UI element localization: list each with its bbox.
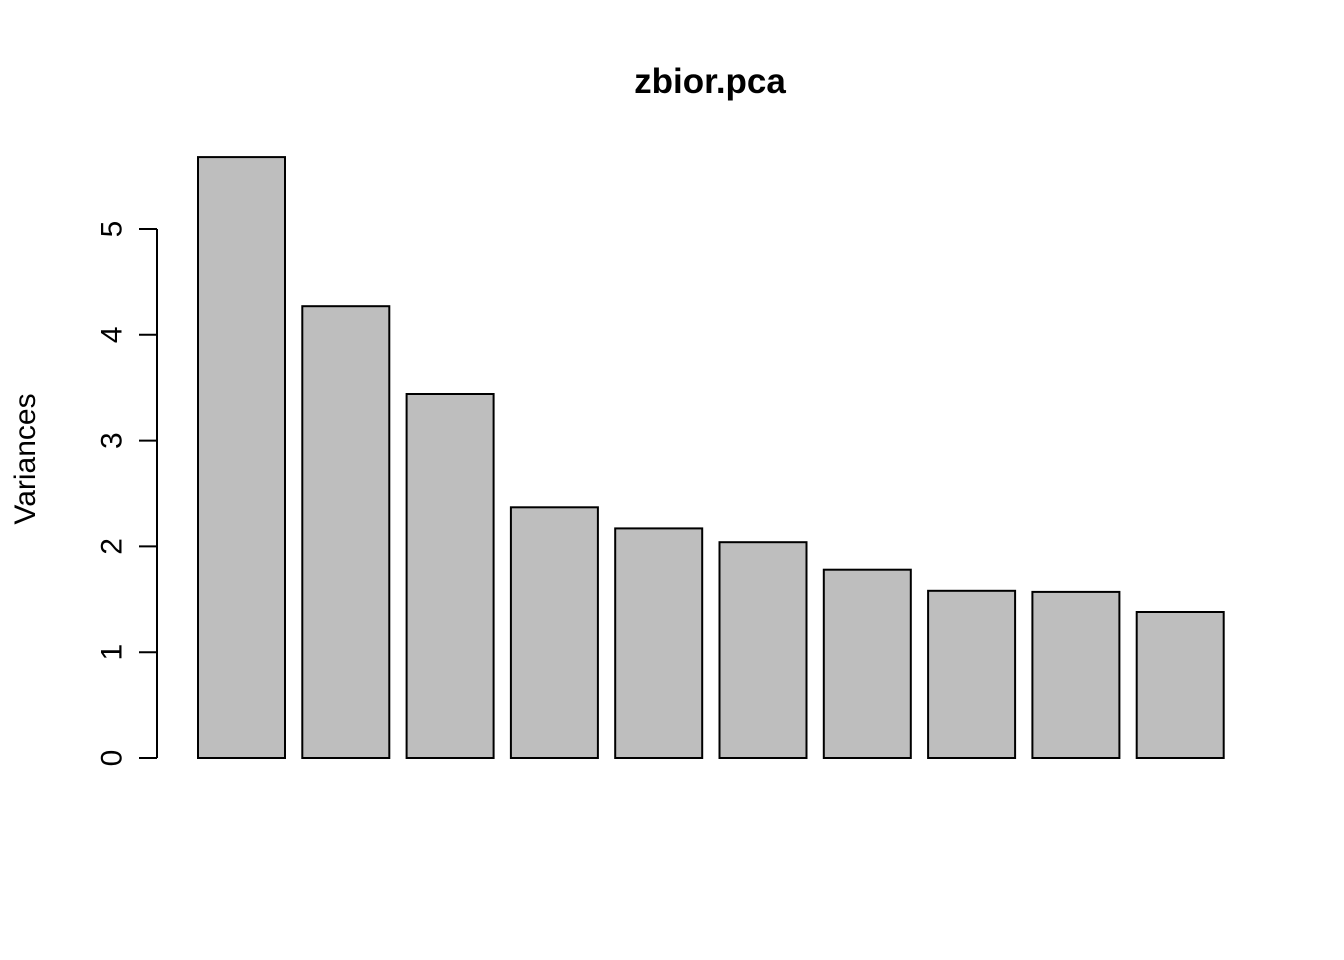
y-tick-label: 5 — [96, 221, 129, 238]
bar — [197, 156, 286, 760]
bar — [1135, 611, 1225, 759]
y-tick-label: 4 — [96, 326, 129, 343]
y-tick-label: 1 — [96, 644, 129, 661]
bar — [405, 393, 495, 759]
bar — [822, 568, 912, 760]
bars — [197, 156, 1225, 760]
y-tick-label: 3 — [96, 432, 129, 449]
bar — [614, 527, 704, 760]
bar — [718, 541, 808, 760]
y-tick-label: 2 — [96, 538, 129, 555]
chart-title: zbior.pca — [634, 62, 786, 101]
y-tick-label: 0 — [96, 750, 129, 767]
y-axis-label: Variances — [9, 393, 42, 524]
y-axis: 0 1 2 3 4 5 — [96, 221, 158, 767]
bar — [1031, 590, 1121, 760]
bar — [927, 589, 1017, 759]
bar — [509, 506, 599, 759]
bar — [301, 305, 391, 759]
